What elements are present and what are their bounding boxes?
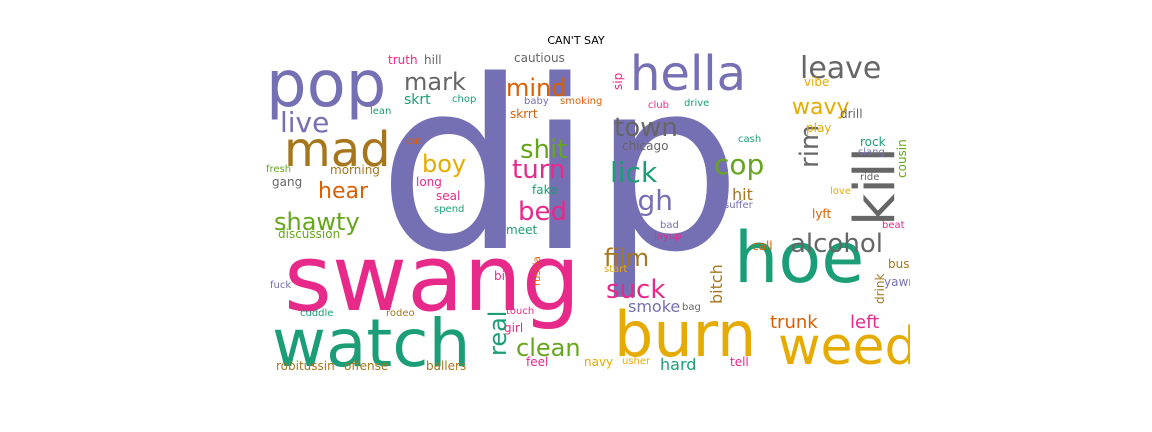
- word-layup: layup: [654, 231, 682, 242]
- word-cash: cash: [738, 134, 761, 145]
- word-shit: shit: [520, 135, 567, 165]
- word-bad: bad: [660, 220, 679, 231]
- word-high: high: [612, 184, 673, 217]
- word-play: play: [806, 121, 831, 135]
- word-gang: gang: [272, 175, 302, 189]
- word-chicago: chicago: [622, 139, 668, 153]
- word-burn: burn: [614, 298, 756, 371]
- word-sip: sip: [611, 73, 625, 90]
- word-discussion: discussion: [278, 227, 340, 241]
- word-lyft: lyft: [812, 207, 831, 221]
- word-yawn: yawn: [884, 275, 910, 289]
- word-bitch: bitch: [707, 264, 726, 304]
- word-lick: lick: [610, 156, 658, 189]
- word-left: left: [850, 312, 879, 333]
- word-touch: touch: [506, 306, 534, 317]
- word-mark: mark: [404, 68, 466, 96]
- word-big: big: [494, 269, 513, 283]
- word-cousin: cousin: [895, 139, 909, 178]
- word-ballers: ballers: [426, 359, 466, 372]
- word-tell: tell: [730, 355, 749, 369]
- word-rim: rim: [795, 125, 825, 168]
- word-cuddle: cuddle: [300, 308, 333, 319]
- word-mad: mad: [284, 122, 391, 178]
- word-town: town: [614, 113, 678, 143]
- chart-title: CAN'T SAY: [547, 34, 605, 47]
- word-call: call: [752, 239, 773, 253]
- word-kill: kill: [843, 147, 908, 226]
- word-fake: fake: [532, 183, 557, 197]
- word-dip: dip: [378, 48, 742, 304]
- word-club: club: [648, 100, 669, 111]
- word-skrrt: skrrt: [510, 107, 538, 121]
- word-robitussin: robitussin: [276, 359, 335, 372]
- word-cut: cut: [406, 136, 422, 147]
- word-live: live: [280, 106, 329, 139]
- word-truth: truth: [388, 53, 418, 67]
- word-hella: hella: [630, 48, 746, 102]
- word-navy: navy: [584, 355, 613, 369]
- word-rodeo: rodeo: [386, 308, 415, 319]
- word-smoking: smoking: [560, 96, 602, 107]
- word-bust: bust: [888, 257, 910, 271]
- word-chop: chop: [452, 94, 476, 105]
- word-clean: clean: [516, 334, 581, 362]
- word-alcohol: alcohol: [790, 229, 883, 259]
- word-weed: weed: [778, 317, 910, 372]
- word-skrt: skrt: [404, 92, 431, 108]
- word-hit: hit: [732, 185, 753, 204]
- word-mind: mind: [506, 74, 567, 102]
- word-pop: pop: [266, 48, 386, 122]
- word-meet: meet: [506, 223, 537, 237]
- word-morning: morning: [330, 163, 380, 177]
- word-bed: bed: [518, 197, 567, 227]
- word-trunk: trunk: [770, 312, 818, 333]
- word-fuck: fuck: [270, 280, 291, 291]
- word-hill: hill: [424, 53, 442, 67]
- word-drink: drink: [873, 274, 887, 304]
- word-shawty: shawty: [274, 208, 360, 236]
- word-hoe: hoe: [734, 217, 864, 299]
- word-usher: usher: [622, 356, 651, 367]
- word-leave: leave: [800, 51, 881, 86]
- word-hard: hard: [660, 355, 696, 372]
- word-film: film: [604, 244, 649, 272]
- word-love: love: [830, 186, 851, 197]
- word-long: long: [416, 175, 442, 189]
- word-vibe: vibe: [804, 75, 829, 89]
- word-bag: bag: [682, 302, 701, 313]
- word-hear: hear: [318, 179, 369, 204]
- word-spend: spend: [434, 204, 464, 215]
- word-boy: boy: [422, 150, 466, 178]
- word-smoke: smoke: [628, 297, 680, 316]
- word-offense: offense: [344, 359, 388, 372]
- word-suffer: suffer: [724, 200, 754, 211]
- word-girl: girl: [504, 321, 523, 335]
- word-suck: suck: [606, 275, 665, 305]
- word-start: start: [604, 264, 627, 275]
- word-drill: drill: [840, 107, 863, 121]
- word-turn: turn: [512, 155, 565, 185]
- word-baby: baby: [524, 96, 549, 107]
- word-real: real: [484, 311, 512, 356]
- word-fresh: fresh: [266, 164, 291, 175]
- word-wavy: wavy: [792, 95, 850, 120]
- word-drive: drive: [684, 98, 709, 109]
- word-seal: seal: [436, 189, 460, 203]
- word-lean: lean: [370, 106, 391, 117]
- word-watch: watch: [272, 305, 470, 372]
- word-feel: feel: [526, 355, 548, 369]
- word-ride: ride: [860, 172, 879, 183]
- word-russia: russia: [532, 256, 543, 286]
- word-rock: rock: [860, 135, 886, 149]
- word-cautious: cautious: [514, 51, 565, 65]
- word-swang: swang: [284, 225, 580, 332]
- word-slang: slang: [858, 147, 885, 158]
- word-cop: cop: [714, 148, 764, 181]
- word-beat: beat: [882, 220, 905, 231]
